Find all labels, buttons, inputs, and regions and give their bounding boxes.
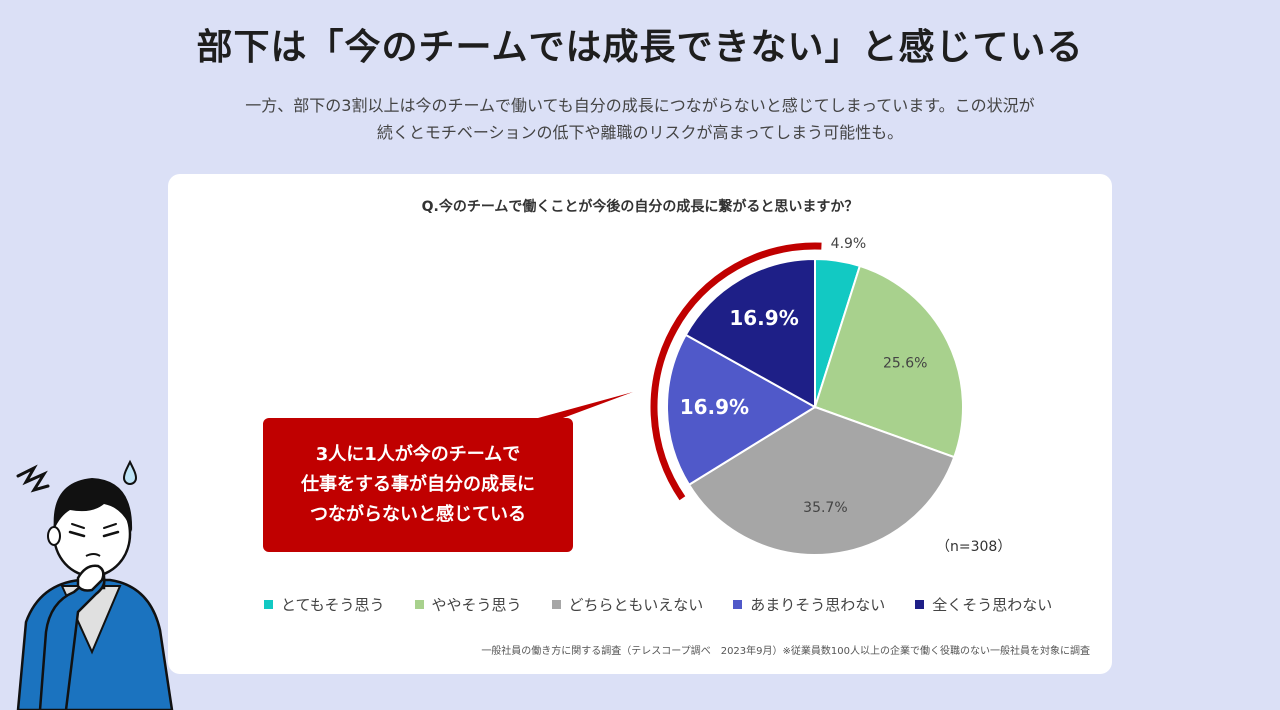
survey-question: Q.今のチームで働くことが今後の自分の成長に繋がると思いますか？ [421, 199, 859, 215]
legend-item: どちらともいえない [551, 594, 704, 615]
legend-label: ややそう思う [431, 596, 522, 614]
callout-text: 3人に1人が今のチームで 仕事をする事が自分の成長に つながらないと感じている [301, 444, 535, 525]
pie-slice [813, 264, 964, 459]
page-title: 部下は「今のチームでは成長できない」と感じている [196, 27, 1084, 68]
sweat-drop-icon [122, 459, 138, 485]
legend-swatch [733, 600, 743, 609]
pie-slice [666, 333, 817, 487]
legend-swatch [414, 600, 424, 609]
pie-slice-label: 16.9% [729, 306, 798, 330]
sample-size-note: （n=308） [936, 539, 1012, 555]
legend-swatch [551, 600, 561, 609]
pie-slice-label: 35.7% [803, 500, 847, 516]
lead-line-2: 続くとモチベーションの低下や離職のリスクが高まってしまう可能性も。 [376, 123, 904, 142]
legend-label: 全くそう思わない [932, 596, 1053, 614]
highlight-arc [650, 242, 822, 501]
legend-label: どちらともいえない [568, 596, 704, 614]
callout-box: 3人に1人が今のチームで 仕事をする事が自分の成長に つながらないと感じている [263, 418, 573, 552]
legend-item: ややそう思う [414, 594, 522, 615]
chart-legend: とてもそう思う ややそう思う どちらともいえない あまりそう思わない 全くそう思わない [264, 594, 1052, 615]
lead-text: 一方、部下の3割以上は今のチームで働いても自分の成長につながらないと感じてしまっ… [160, 92, 1120, 146]
lead-line-1: 一方、部下の3割以上は今のチームで働いても自分の成長につながらないと感じてしまっ… [245, 96, 1035, 115]
pie-slice [684, 257, 816, 409]
legend-label: あまりそう思わない [750, 596, 886, 614]
worried-person-illustration [16, 459, 174, 710]
legend-swatch [264, 600, 273, 609]
callout-pointer [538, 392, 633, 418]
legend-swatch [915, 600, 925, 609]
survey-card: Q.今のチームで働くことが今後の自分の成長に繋がると思いますか？ 4.9% 25.… [168, 174, 1112, 674]
legend-item: あまりそう思わない [733, 594, 885, 615]
pie-slice-label: 4.9% [831, 236, 867, 252]
stress-scribble-icon [16, 464, 50, 493]
pie-slice-label: 16.9% [680, 395, 749, 419]
pie-chart: 4.9% 25.6% 35.7% 16.9% 16.9% [538, 236, 964, 556]
legend-item: 全くそう思わない [915, 594, 1052, 615]
legend-label: とてもそう思う [281, 596, 385, 614]
pie-slice-label: 25.6% [883, 355, 927, 371]
legend-item: とてもそう思う [264, 594, 385, 615]
source-note: 一般社員の働き方に関する調査（テレスコープ調べ 2023年9月）※従業員数100… [481, 646, 1090, 657]
